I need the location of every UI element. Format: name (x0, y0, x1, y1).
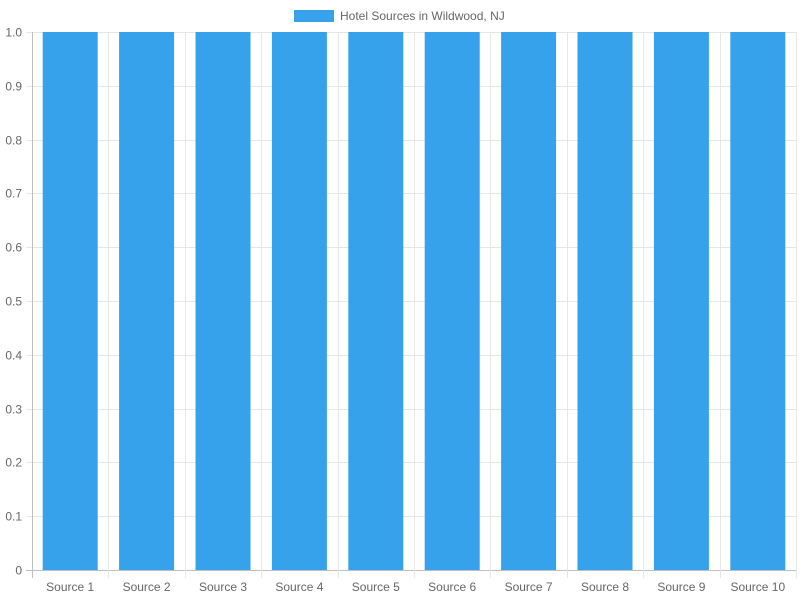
bar[interactable] (653, 32, 709, 570)
bar[interactable] (730, 32, 786, 570)
legend[interactable]: Hotel Sources in Wildwood, NJ (294, 9, 505, 23)
bar[interactable] (424, 32, 480, 570)
bar[interactable] (348, 32, 404, 570)
y-tick-label: 0.2 (5, 456, 22, 470)
x-tick-label: Source 4 (275, 580, 323, 594)
x-tick-label: Source 10 (730, 580, 785, 594)
y-tick-label: 0.1 (5, 510, 22, 524)
bar[interactable] (577, 32, 633, 570)
axes: 0 0.1 0.2 0.3 0.4 0.5 0.6 0.7 0.8 0.9 1.0 Source 1 S… (5, 26, 785, 595)
x-tick-label: Source 8 (581, 580, 629, 594)
y-tick-label: 0.6 (5, 241, 22, 255)
y-tick-label: 0.5 (5, 295, 22, 309)
bar[interactable] (501, 32, 557, 570)
bar[interactable] (119, 32, 175, 570)
bar-series (42, 32, 786, 570)
x-tick-label: Source 6 (428, 580, 476, 594)
y-tick-label: 0.8 (5, 134, 22, 148)
legend-swatch[interactable] (294, 10, 334, 22)
y-tick-label: 1.0 (5, 26, 22, 40)
x-tick-label: Source 7 (505, 580, 553, 594)
y-tick-label: 0.3 (5, 403, 22, 417)
y-tick-label: 0 (15, 564, 22, 578)
x-tick-label: Source 2 (123, 580, 171, 594)
bar[interactable] (42, 32, 98, 570)
x-tick-label: Source 9 (657, 580, 705, 594)
x-tick-label: Source 5 (352, 580, 400, 594)
y-tick-label: 0.7 (5, 187, 22, 201)
bar[interactable] (195, 32, 251, 570)
x-tick-label: Source 3 (199, 580, 247, 594)
legend-label[interactable]: Hotel Sources in Wildwood, NJ (340, 9, 505, 23)
x-tick-label: Source 1 (46, 580, 94, 594)
y-tick-label: 0.4 (5, 349, 22, 363)
y-tick-label: 0.9 (5, 80, 22, 94)
bar[interactable] (271, 32, 327, 570)
